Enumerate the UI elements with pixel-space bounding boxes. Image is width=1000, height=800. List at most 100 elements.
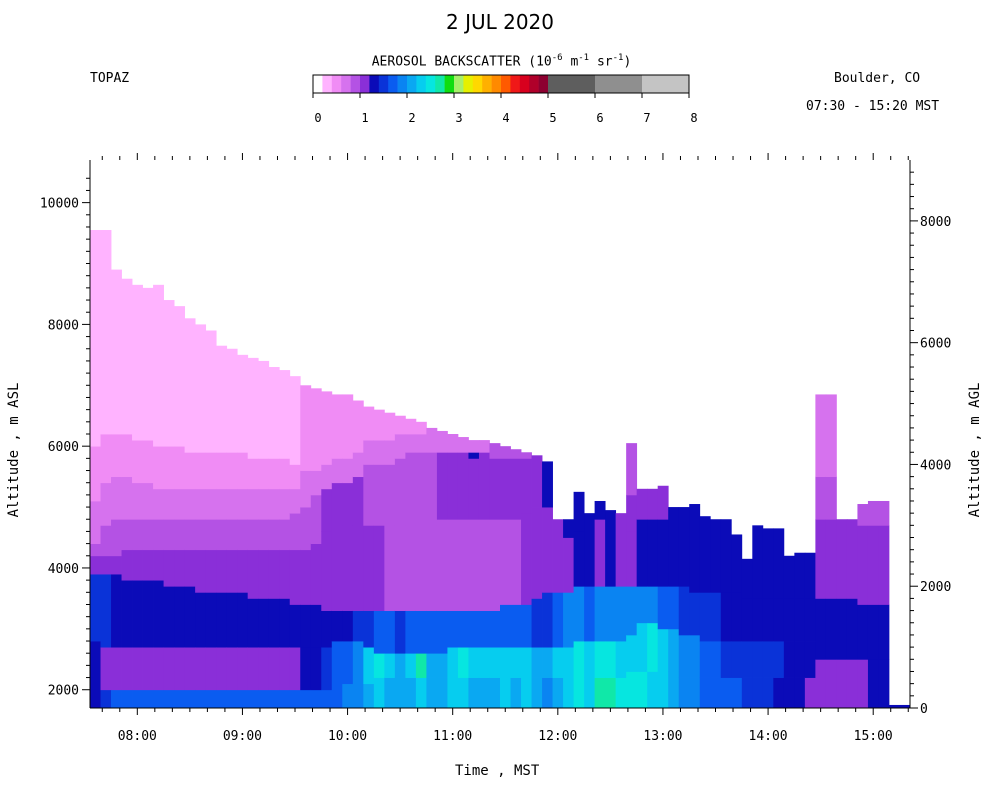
backscatter-cell xyxy=(216,549,228,593)
backscatter-cell xyxy=(90,500,101,544)
profile-column-65 xyxy=(773,528,785,709)
backscatter-cell xyxy=(384,412,396,441)
backscatter-cell xyxy=(689,504,701,593)
backscatter-cell xyxy=(331,641,343,691)
backscatter-cell xyxy=(363,525,375,611)
backscatter-cell xyxy=(289,549,301,605)
profile-column-53 xyxy=(647,488,659,709)
y-tick-label-right: 0 xyxy=(920,702,928,717)
backscatter-cell xyxy=(279,549,291,599)
backscatter-cell xyxy=(825,519,837,599)
backscatter-cell xyxy=(762,677,774,709)
profile-column-45 xyxy=(563,519,574,709)
profile-column-19 xyxy=(289,376,301,709)
backscatter-cell xyxy=(90,446,101,502)
backscatter-cell xyxy=(542,461,553,508)
backscatter-cell xyxy=(647,519,659,587)
backscatter-cell xyxy=(836,519,848,599)
backscatter-cell xyxy=(426,427,438,453)
backscatter-cell xyxy=(132,549,143,581)
colorbar-tick-label: 8 xyxy=(690,111,697,125)
backscatter-cell xyxy=(773,677,785,709)
profile-column-0 xyxy=(90,230,101,709)
backscatter-cell xyxy=(447,677,459,709)
backscatter-cell xyxy=(552,592,564,648)
backscatter-cell xyxy=(542,592,553,648)
backscatter-cell xyxy=(447,647,459,678)
profile-column-44 xyxy=(552,519,564,709)
backscatter-cell xyxy=(195,324,207,453)
profile-column-7 xyxy=(163,300,175,709)
backscatter-cell xyxy=(720,641,732,678)
profile-column-48 xyxy=(594,500,606,709)
backscatter-cell xyxy=(174,519,186,551)
backscatter-cell xyxy=(300,647,312,691)
backscatter-cell xyxy=(405,452,417,526)
profile-column-54 xyxy=(657,485,669,709)
backscatter-cell xyxy=(226,549,238,593)
x-tick-label: 11:00 xyxy=(433,729,472,744)
backscatter-cell xyxy=(237,689,249,709)
profile-column-25 xyxy=(352,400,364,709)
colorbar-bin-10 xyxy=(407,75,417,93)
profile-column-71 xyxy=(836,519,848,709)
colorbar-bin-23 xyxy=(529,75,539,93)
backscatter-cell xyxy=(342,525,354,611)
backscatter-cell xyxy=(783,641,795,678)
backscatter-cell xyxy=(689,592,701,636)
backscatter-cell xyxy=(237,354,249,453)
backscatter-cell xyxy=(436,653,448,678)
profile-column-43 xyxy=(542,461,553,709)
profile-column-51 xyxy=(626,443,638,709)
profile-column-21 xyxy=(310,388,322,709)
backscatter-cell xyxy=(226,452,238,490)
backscatter-cell xyxy=(710,677,722,709)
backscatter-cell xyxy=(783,555,795,599)
backscatter-cell xyxy=(331,394,343,459)
backscatter-cell xyxy=(457,610,469,648)
profile-column-47 xyxy=(584,513,596,709)
backscatter-cell xyxy=(300,470,312,508)
profile-column-8 xyxy=(174,306,186,709)
backscatter-cell xyxy=(741,641,753,678)
backscatter-cell xyxy=(310,494,322,544)
backscatter-cell xyxy=(521,513,532,605)
profile-column-2 xyxy=(111,269,122,709)
profile-column-46 xyxy=(573,491,585,709)
backscatter-cell xyxy=(447,519,459,611)
backscatter-cell xyxy=(195,519,207,551)
backscatter-cell xyxy=(279,689,291,709)
backscatter-cell xyxy=(647,586,659,624)
backscatter-cell xyxy=(563,519,574,538)
backscatter-cell xyxy=(457,437,469,453)
backscatter-cell xyxy=(279,458,291,490)
backscatter-cell xyxy=(752,525,764,599)
backscatter-cell xyxy=(90,543,101,557)
backscatter-cell xyxy=(247,488,259,520)
colorbar-unit-sr-exp: -1 xyxy=(612,53,624,63)
backscatter-cell xyxy=(111,519,122,557)
backscatter-cell xyxy=(121,580,133,648)
backscatter-cell xyxy=(352,641,364,685)
backscatter-cell xyxy=(678,507,690,587)
backscatter-cell xyxy=(352,476,364,526)
backscatter-cell xyxy=(415,677,427,709)
backscatter-cell xyxy=(405,434,417,453)
profile-column-57 xyxy=(689,504,701,709)
profile-column-23 xyxy=(331,394,343,709)
backscatter-cell xyxy=(247,549,259,599)
backscatter-cell xyxy=(563,592,574,648)
backscatter-cell xyxy=(815,394,827,478)
profile-column-60 xyxy=(720,519,732,709)
backscatter-cell xyxy=(552,519,564,593)
backscatter-cell xyxy=(405,418,417,435)
profile-column-3 xyxy=(121,278,133,709)
backscatter-cell xyxy=(226,647,238,691)
backscatter-cell xyxy=(163,446,175,490)
backscatter-cell xyxy=(258,458,270,490)
backscatter-cell xyxy=(184,519,196,551)
backscatter-cell xyxy=(394,525,406,611)
profile-column-18 xyxy=(279,370,291,709)
backscatter-cell xyxy=(363,406,375,441)
backscatter-cell xyxy=(752,677,764,709)
